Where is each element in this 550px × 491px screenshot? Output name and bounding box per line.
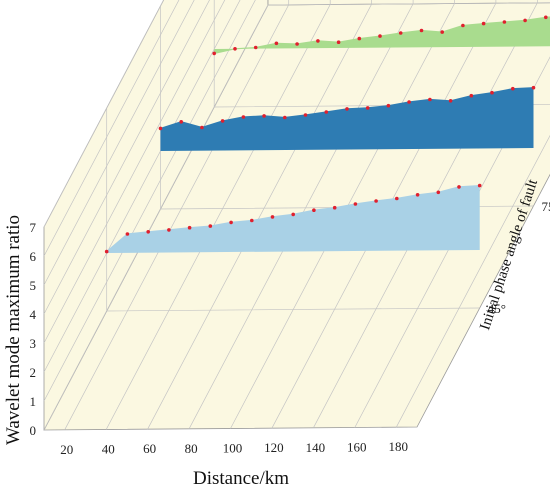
z-tick-label: 5 — [30, 278, 37, 293]
series-layer — [104, 15, 550, 254]
grid-line-z — [43, 0, 256, 402]
series-point — [407, 100, 411, 104]
x-axis-title: Distance/km — [193, 468, 289, 489]
series-point — [457, 185, 461, 189]
x-tick-label: 60 — [143, 441, 156, 456]
series-point — [511, 86, 515, 91]
series-point — [220, 119, 225, 123]
series-point — [378, 34, 382, 38]
series-point — [146, 230, 150, 234]
series-point — [523, 18, 527, 23]
series-45 — [104, 183, 482, 254]
series-point — [428, 97, 432, 102]
z-tick-label: 2 — [30, 365, 37, 380]
series-point — [544, 15, 548, 20]
series-point — [469, 93, 474, 98]
series-point — [386, 103, 391, 108]
grid-line-z — [43, 0, 195, 286]
x-tick-label: 40 — [102, 442, 115, 457]
series-point — [303, 113, 308, 117]
series-point — [250, 218, 254, 223]
series-point — [167, 228, 171, 232]
series-point — [316, 39, 320, 43]
series-point — [104, 249, 109, 254]
series-point — [398, 31, 403, 35]
grid-line-z — [43, 0, 210, 315]
series-point — [345, 107, 349, 111]
series-point — [312, 208, 316, 212]
grid-line-z — [43, 0, 165, 228]
series-point — [179, 120, 183, 124]
series-105 — [212, 15, 550, 56]
series-point — [270, 215, 275, 219]
series-point — [283, 115, 287, 120]
series-area — [160, 87, 534, 151]
series-point — [336, 40, 341, 44]
series-point — [295, 42, 299, 46]
series-point — [481, 21, 486, 26]
series-point — [241, 115, 246, 119]
z-tick-label: 7 — [30, 220, 37, 235]
series-point — [158, 126, 163, 131]
series-point — [440, 30, 445, 34]
x-tick-labels: 20 40 60 80 100 120 140 160 180 — [60, 439, 408, 457]
series-point — [229, 220, 233, 225]
series-point — [324, 110, 329, 114]
series-point — [187, 225, 192, 230]
y-tick-label: 75° — [542, 199, 550, 214]
series-point — [291, 212, 296, 217]
series-point — [262, 114, 266, 118]
z-tick-label: 0 — [30, 423, 37, 438]
series-point — [490, 90, 494, 95]
grid-line-x — [354, 56, 550, 428]
series-point — [461, 23, 465, 28]
series-point — [502, 20, 507, 24]
series-point — [448, 99, 453, 103]
x-tick-label: 160 — [347, 440, 367, 455]
series-point — [253, 45, 258, 50]
series-point — [125, 232, 130, 236]
x-tick-label: 20 — [60, 442, 73, 457]
series-point — [477, 183, 482, 188]
x-tick-label: 120 — [264, 440, 284, 455]
z-axis-title: Wavelet mode maximum ratio — [3, 215, 24, 445]
z-tick-label: 1 — [30, 394, 37, 409]
series-point — [200, 125, 204, 130]
grid-line-z — [43, 0, 241, 373]
z-tick-labels: 0 1 2 3 4 5 6 7 — [30, 220, 37, 438]
series-75 — [158, 85, 536, 151]
z-tick-label: 3 — [30, 336, 37, 351]
y-tick-label: 45° — [488, 301, 506, 316]
series-point — [353, 202, 358, 206]
z-tick-label: 6 — [30, 249, 37, 264]
series-point — [357, 36, 362, 41]
grid-line-x — [395, 134, 550, 428]
series-point — [365, 106, 370, 110]
series-point — [332, 205, 337, 210]
x-tick-label: 180 — [389, 439, 409, 454]
series-point — [212, 51, 216, 56]
series-area — [106, 185, 480, 253]
series-point — [436, 190, 441, 195]
series-point — [233, 47, 237, 51]
series-point — [395, 196, 399, 201]
y-tick-labels: 45°75°105° — [488, 199, 550, 316]
grid-line-z — [43, 0, 180, 257]
series-point — [415, 193, 420, 197]
series-point — [419, 28, 424, 33]
series-point — [208, 224, 213, 228]
x-tick-label: 100 — [223, 441, 243, 456]
series-point — [274, 41, 279, 46]
z-tick-label: 4 — [30, 307, 37, 322]
series-point — [531, 85, 536, 90]
x-tick-label: 80 — [185, 441, 198, 456]
grid-line-z — [43, 2, 550, 431]
grid-line-z — [43, 0, 226, 344]
x-tick-label: 140 — [306, 440, 326, 455]
series-point — [374, 199, 378, 203]
